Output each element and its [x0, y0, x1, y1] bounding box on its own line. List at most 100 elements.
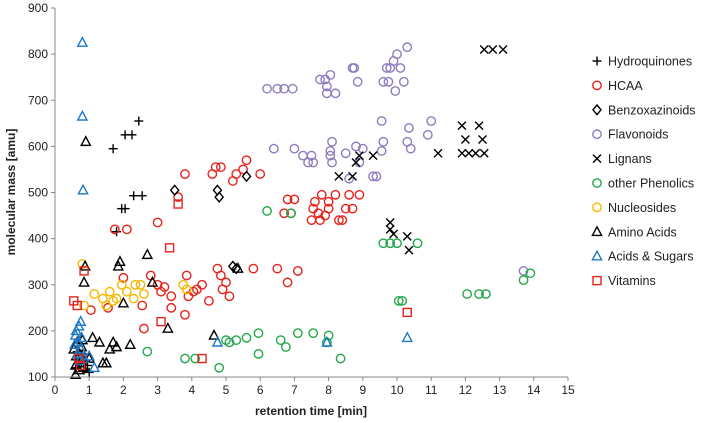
- data-point: [224, 337, 235, 348]
- data-point: [114, 255, 126, 266]
- data-point: [111, 293, 122, 304]
- data-point: [325, 69, 336, 80]
- data-point: [397, 295, 408, 306]
- data-point: [79, 259, 91, 271]
- data-point: [351, 158, 361, 168]
- data-point: [381, 63, 392, 73]
- data-point: [330, 88, 341, 99]
- data-point: [474, 121, 484, 131]
- series-acids-sugars: [69, 36, 414, 373]
- series-nucleosides: [77, 259, 192, 311]
- data-point: [100, 356, 113, 368]
- legend-label: Hydroquinones: [608, 55, 692, 69]
- data-point: [101, 300, 112, 311]
- data-point: [349, 63, 360, 73]
- data-point: [74, 315, 87, 326]
- data-point: [180, 309, 190, 320]
- data-point: [354, 189, 365, 200]
- x-tick-label: 12: [459, 383, 473, 397]
- data-point: [404, 123, 414, 133]
- series-lignans: [334, 45, 508, 255]
- data-point: [280, 342, 291, 352]
- data-point: [108, 144, 118, 154]
- data-point: [392, 49, 402, 60]
- data-point: [368, 151, 378, 161]
- data-point: [479, 45, 489, 55]
- data-point: [253, 349, 264, 359]
- data-point: [76, 109, 89, 121]
- data-point: [405, 143, 416, 154]
- data-point: [137, 300, 148, 311]
- data-point: [231, 169, 242, 179]
- legend: Hydroquinones HCAA Benzoxazinoids Flavonoid…: [591, 55, 696, 288]
- data-point: [308, 328, 319, 339]
- legend-item-flavonoids: Flavonoids: [592, 128, 668, 142]
- data-point: [110, 340, 123, 352]
- data-point: [327, 136, 337, 147]
- data-point: [282, 277, 293, 288]
- data-point: [460, 134, 470, 144]
- data-point: [139, 289, 149, 299]
- data-point: [376, 116, 387, 126]
- data-point: [272, 263, 283, 274]
- data-point: [272, 83, 283, 94]
- data-point: [292, 328, 303, 339]
- series-hydroquinones: [71, 116, 147, 377]
- data-point: [164, 243, 175, 253]
- data-point: [129, 191, 139, 201]
- x-tick-label: 3: [154, 383, 161, 397]
- data-point: [142, 346, 153, 357]
- data-point: [137, 191, 147, 201]
- data-point: [385, 224, 395, 234]
- legend-marker: [592, 202, 602, 213]
- legend-item-acids-sugars: Acids & Sugars: [591, 250, 693, 264]
- data-point: [77, 183, 89, 195]
- legend-label: Nucleosides: [608, 201, 676, 215]
- data-point: [327, 157, 337, 168]
- plot-area: [68, 36, 536, 379]
- data-point: [262, 206, 272, 216]
- data-point: [385, 238, 396, 249]
- legend-item-amino-acids: Amino Acids: [591, 225, 677, 239]
- data-point: [402, 42, 413, 53]
- data-point: [190, 353, 201, 364]
- legend-item-vitamins: Vitamins: [592, 274, 656, 288]
- data-point: [93, 335, 106, 347]
- x-tick-label: 0: [52, 383, 59, 397]
- y-tick-label: 800: [28, 47, 48, 61]
- data-point: [152, 217, 163, 228]
- data-point: [120, 204, 130, 214]
- series-flavonoids: [262, 42, 529, 276]
- data-point: [79, 300, 89, 311]
- data-point: [127, 130, 137, 140]
- legend-item-hydroquinones: Hydroquinones: [592, 55, 692, 69]
- data-point: [231, 335, 242, 345]
- data-point: [383, 76, 394, 87]
- data-point: [306, 150, 317, 161]
- data-point: [412, 238, 423, 249]
- x-tick-label: 11: [425, 383, 438, 397]
- x-tick-label: 10: [390, 383, 404, 397]
- data-point: [241, 155, 252, 166]
- data-point: [402, 307, 412, 318]
- data-point: [118, 272, 129, 283]
- legend-label: HCAA: [608, 79, 643, 93]
- x-tick-label: 1: [86, 383, 93, 397]
- x-tick-label: 8: [325, 383, 332, 397]
- data-point: [323, 203, 334, 214]
- legend-label: Flavonoids: [608, 128, 668, 142]
- data-point: [78, 275, 90, 287]
- legend-marker: [592, 275, 602, 286]
- legend-marker: [592, 103, 602, 116]
- legend-label: other Phenolics: [608, 177, 694, 191]
- data-point: [121, 286, 132, 297]
- data-point: [231, 262, 242, 275]
- data-point: [76, 36, 89, 47]
- legend-item-benzoxazinoids: Benzoxazinoids: [592, 103, 696, 117]
- data-point: [464, 148, 474, 158]
- x-tick-label: 4: [188, 383, 195, 397]
- data-point: [72, 300, 82, 311]
- data-point: [310, 196, 320, 207]
- data-point: [208, 329, 220, 340]
- x-axis-title: retention time [min]: [255, 404, 367, 418]
